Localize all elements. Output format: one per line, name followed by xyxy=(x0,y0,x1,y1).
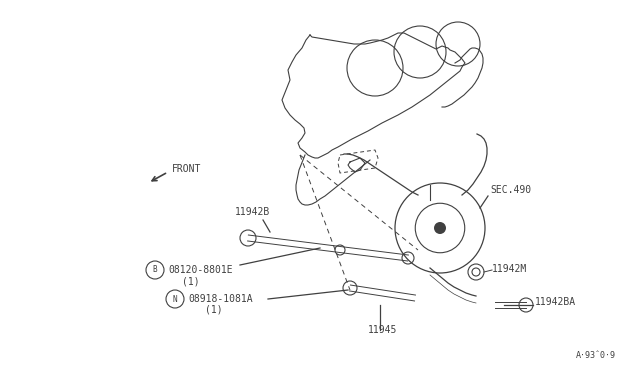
Text: 11945: 11945 xyxy=(368,325,397,335)
Text: 11942M: 11942M xyxy=(492,264,527,274)
Text: FRONT: FRONT xyxy=(172,164,202,174)
Text: SEC.490: SEC.490 xyxy=(490,185,531,195)
Text: (1): (1) xyxy=(205,305,223,315)
Text: A·93ˆ0·9: A·93ˆ0·9 xyxy=(576,351,616,360)
Text: 08120-8801E: 08120-8801E xyxy=(168,265,232,275)
Text: 08918-1081A: 08918-1081A xyxy=(188,294,253,304)
Circle shape xyxy=(434,222,446,234)
Text: (1): (1) xyxy=(182,276,200,286)
Text: 11942BA: 11942BA xyxy=(535,297,576,307)
Text: 11942B: 11942B xyxy=(235,207,270,217)
Text: N: N xyxy=(173,295,177,304)
Text: B: B xyxy=(153,266,157,275)
